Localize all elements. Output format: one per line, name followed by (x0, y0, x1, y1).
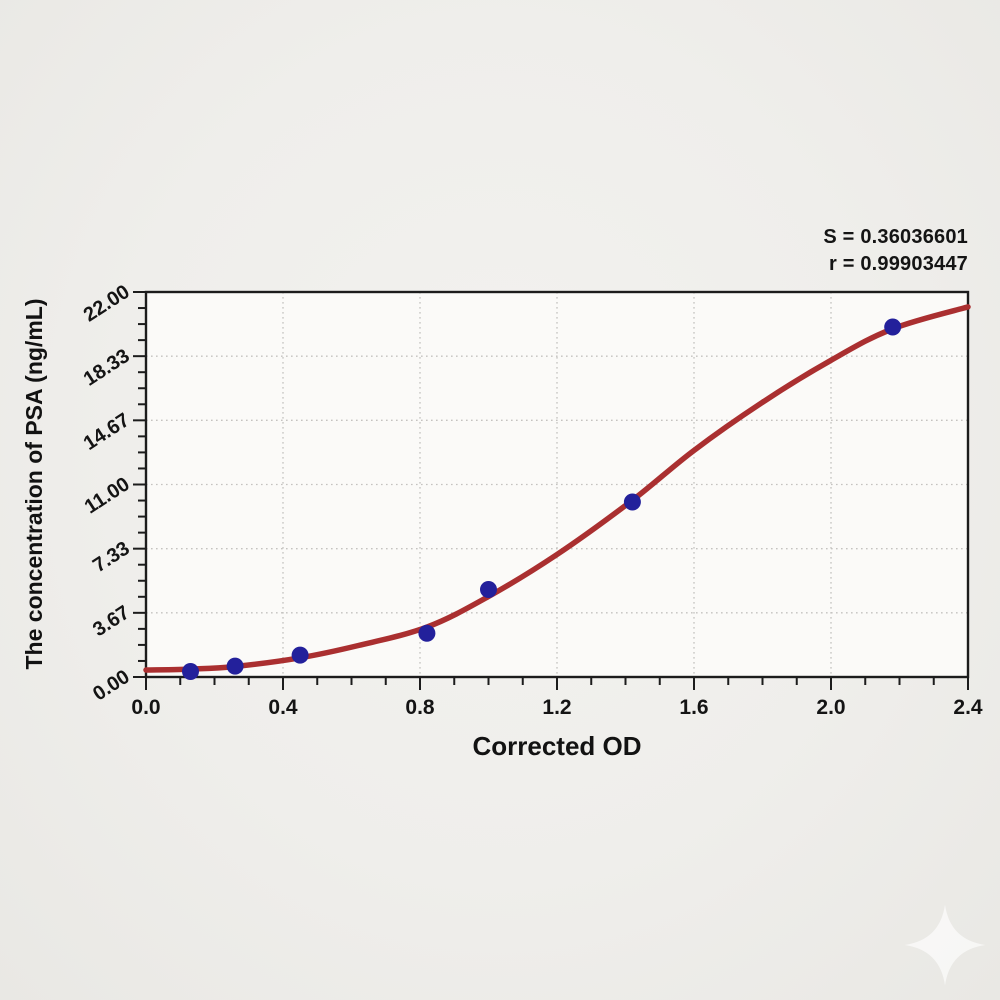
data-point (418, 624, 436, 642)
x-tick-label: 0.8 (405, 696, 435, 719)
y-tick-label: 7.33 (89, 537, 134, 577)
data-point (182, 663, 199, 680)
r-value-text: r = 0.99903447 (828, 253, 968, 275)
x-tick-label: 1.6 (679, 696, 708, 719)
y-tick-label: 22.00 (80, 281, 134, 327)
x-axis-title: Corrected OD (472, 731, 642, 761)
data-point (623, 493, 641, 511)
data-point (226, 657, 244, 675)
y-tick-label: 18.33 (80, 345, 134, 391)
data-point (884, 318, 902, 336)
y-tick-label: 0.00 (89, 666, 134, 706)
x-tick-label: 0.4 (268, 696, 298, 719)
plot-border (144, 290, 970, 679)
y-tick-label: 14.67 (80, 409, 134, 455)
data-point (291, 646, 309, 664)
fit-curve (143, 304, 971, 673)
x-tick-label: 1.2 (542, 696, 571, 719)
fit-statistics: S = 0.36036601 r = 0.99903447 (568, 224, 968, 278)
x-tick-label: 2.4 (953, 696, 983, 719)
sparkle-watermark-icon (904, 904, 986, 986)
x-tick-label: 2.0 (816, 696, 845, 719)
s-value-text: S = 0.36036601 (823, 226, 968, 248)
y-axis-title: The concentration of PSA (ng/mL) (21, 298, 47, 670)
y-tick-label: 11.00 (81, 473, 134, 518)
data-point (480, 581, 497, 598)
x-tick-label: 0.0 (131, 696, 160, 719)
y-tick-label: 3.67 (89, 602, 134, 642)
